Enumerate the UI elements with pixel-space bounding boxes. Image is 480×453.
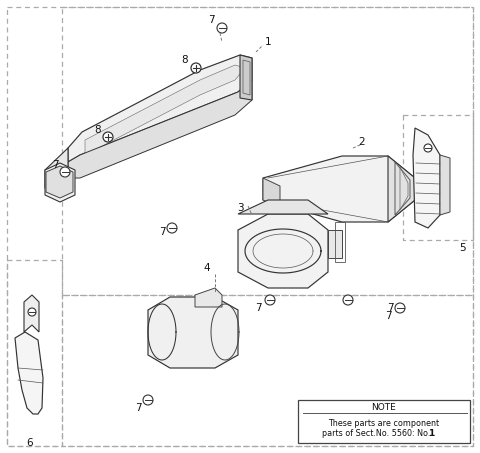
Polygon shape	[328, 230, 342, 258]
Text: 7: 7	[52, 160, 58, 170]
Polygon shape	[263, 178, 280, 208]
Circle shape	[424, 144, 432, 152]
Polygon shape	[68, 80, 252, 178]
Text: 7: 7	[208, 15, 214, 25]
Text: 7: 7	[255, 303, 261, 313]
Polygon shape	[148, 297, 238, 368]
Text: 1: 1	[264, 37, 271, 47]
Circle shape	[395, 303, 405, 313]
Text: 7: 7	[159, 227, 165, 237]
FancyBboxPatch shape	[298, 400, 470, 443]
Polygon shape	[240, 55, 252, 100]
Polygon shape	[46, 166, 73, 198]
Text: 3: 3	[237, 203, 243, 213]
Polygon shape	[85, 65, 245, 155]
Polygon shape	[195, 288, 222, 307]
Polygon shape	[263, 156, 415, 222]
Circle shape	[167, 223, 177, 233]
Polygon shape	[388, 156, 415, 222]
Text: 4: 4	[204, 263, 210, 273]
Circle shape	[28, 308, 36, 316]
Circle shape	[265, 295, 275, 305]
Polygon shape	[413, 128, 440, 228]
Text: 5: 5	[459, 243, 465, 253]
Circle shape	[217, 23, 227, 33]
Text: 7: 7	[384, 311, 391, 321]
Text: 2: 2	[359, 137, 365, 147]
Text: 7: 7	[387, 303, 393, 313]
Text: parts of Sect.No. 5560: No.: parts of Sect.No. 5560: No.	[322, 429, 432, 439]
Circle shape	[103, 132, 113, 142]
Circle shape	[343, 295, 353, 305]
Polygon shape	[24, 295, 39, 332]
Polygon shape	[45, 163, 75, 202]
Polygon shape	[15, 332, 43, 414]
Text: 7: 7	[135, 403, 141, 413]
Circle shape	[191, 63, 201, 73]
Circle shape	[143, 395, 153, 405]
Polygon shape	[238, 200, 328, 214]
Text: NOTE: NOTE	[372, 404, 396, 413]
Polygon shape	[68, 55, 252, 162]
Text: These parts are component: These parts are component	[328, 419, 440, 428]
Text: 8: 8	[95, 125, 101, 135]
Text: 8: 8	[182, 55, 188, 65]
Text: 6: 6	[27, 438, 33, 448]
Polygon shape	[238, 214, 328, 288]
Polygon shape	[45, 148, 68, 195]
Text: 1: 1	[428, 429, 434, 439]
Circle shape	[60, 167, 70, 177]
Polygon shape	[440, 155, 450, 215]
